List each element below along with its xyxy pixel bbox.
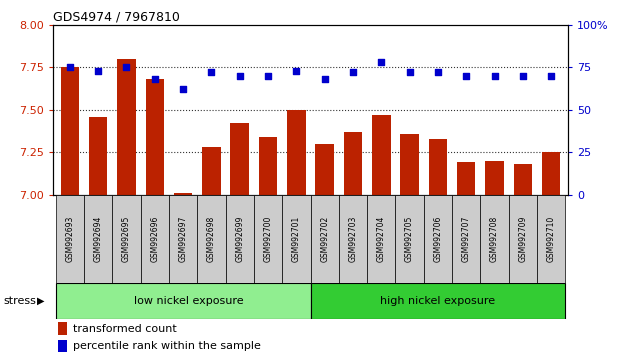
Bar xyxy=(140,195,169,283)
Text: low nickel exposure: low nickel exposure xyxy=(134,296,243,306)
Text: GSM992700: GSM992700 xyxy=(263,216,273,262)
Bar xyxy=(58,322,67,335)
Bar xyxy=(457,162,476,195)
Bar xyxy=(145,79,164,195)
Text: GSM992693: GSM992693 xyxy=(65,216,75,262)
Bar xyxy=(486,161,504,195)
Point xyxy=(263,73,273,79)
Point xyxy=(291,68,301,74)
Point xyxy=(93,68,103,74)
Text: GDS4974 / 7967810: GDS4974 / 7967810 xyxy=(53,11,179,24)
Bar xyxy=(174,193,193,195)
Text: GSM992703: GSM992703 xyxy=(348,216,358,262)
Point xyxy=(433,69,443,75)
Point xyxy=(405,69,415,75)
Point xyxy=(206,69,216,75)
Point xyxy=(235,73,245,79)
Text: GSM992706: GSM992706 xyxy=(433,216,442,262)
Text: GSM992697: GSM992697 xyxy=(179,216,188,262)
Bar xyxy=(339,195,367,283)
Text: ▶: ▶ xyxy=(37,296,45,306)
Text: GSM992694: GSM992694 xyxy=(94,216,102,262)
Bar xyxy=(56,195,84,283)
Bar xyxy=(230,123,249,195)
Bar xyxy=(372,115,391,195)
Bar xyxy=(202,147,220,195)
Point xyxy=(518,73,528,79)
Bar xyxy=(537,195,565,283)
Point xyxy=(489,73,499,79)
Point xyxy=(546,73,556,79)
Text: GSM992695: GSM992695 xyxy=(122,216,131,262)
Bar xyxy=(254,195,282,283)
Text: GSM992704: GSM992704 xyxy=(377,216,386,262)
Bar xyxy=(310,195,339,283)
Bar xyxy=(424,195,452,283)
Bar xyxy=(367,195,396,283)
Text: GSM992708: GSM992708 xyxy=(490,216,499,262)
Point xyxy=(348,69,358,75)
Bar xyxy=(282,195,310,283)
Bar xyxy=(197,195,225,283)
Bar xyxy=(56,283,310,319)
Bar xyxy=(514,164,532,195)
Bar xyxy=(396,195,424,283)
Point xyxy=(122,64,132,70)
Text: GSM992707: GSM992707 xyxy=(462,216,471,262)
Bar xyxy=(89,116,107,195)
Point xyxy=(65,64,75,70)
Bar xyxy=(117,59,135,195)
Point xyxy=(461,73,471,79)
Point xyxy=(178,86,188,92)
Bar xyxy=(315,144,334,195)
Bar xyxy=(225,195,254,283)
Text: GSM992701: GSM992701 xyxy=(292,216,301,262)
Text: GSM992696: GSM992696 xyxy=(150,216,159,262)
Text: GSM992699: GSM992699 xyxy=(235,216,244,262)
Bar xyxy=(481,195,509,283)
Bar xyxy=(344,132,362,195)
Bar xyxy=(310,283,565,319)
Bar xyxy=(112,195,140,283)
Point xyxy=(150,76,160,82)
Text: GSM992710: GSM992710 xyxy=(546,216,556,262)
Point xyxy=(320,76,330,82)
Text: stress: stress xyxy=(3,296,36,306)
Text: GSM992698: GSM992698 xyxy=(207,216,216,262)
Bar xyxy=(542,152,560,195)
Bar xyxy=(509,195,537,283)
Bar xyxy=(61,67,79,195)
Bar xyxy=(58,340,67,352)
Point xyxy=(376,59,386,65)
Text: percentile rank within the sample: percentile rank within the sample xyxy=(73,341,261,351)
Text: high nickel exposure: high nickel exposure xyxy=(381,296,496,306)
Text: transformed count: transformed count xyxy=(73,324,177,333)
Bar xyxy=(452,195,481,283)
Text: GSM992705: GSM992705 xyxy=(405,216,414,262)
Text: GSM992709: GSM992709 xyxy=(519,216,527,262)
Bar xyxy=(169,195,197,283)
Bar xyxy=(259,137,277,195)
Bar xyxy=(428,139,447,195)
Bar xyxy=(84,195,112,283)
Text: GSM992702: GSM992702 xyxy=(320,216,329,262)
Bar xyxy=(287,110,306,195)
Bar xyxy=(401,133,419,195)
